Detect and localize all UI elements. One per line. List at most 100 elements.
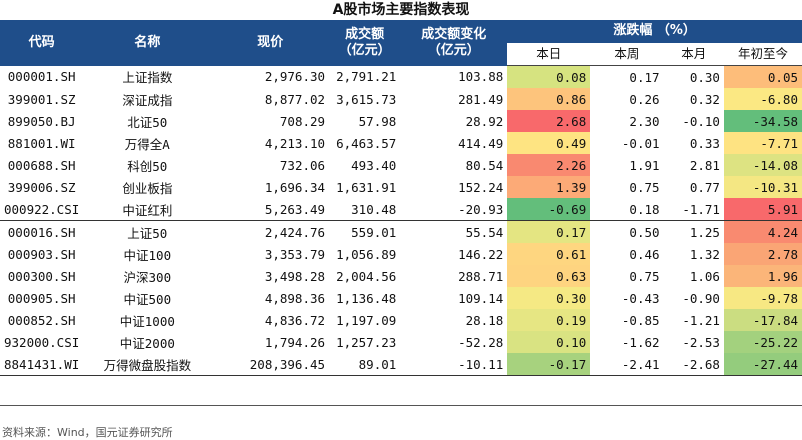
- table-row: 000016.SH 上证50 2,424.76 559.01 55.54 0.17 0.50…: [0, 220, 802, 243]
- source-footnote: 资料来源：Wind，国元证券研究所: [2, 426, 173, 439]
- cell-name: 万得微盘股指数: [83, 353, 212, 376]
- cell-turnover: 1,631.91: [336, 179, 397, 195]
- cell-month: 0.30: [689, 69, 720, 85]
- cell-ytd: 2.78: [723, 243, 802, 265]
- cell-day: 0.17: [507, 220, 591, 243]
- header-turnover: 成交额 （亿元）: [329, 20, 401, 66]
- table-row: 881001.WI 万得全A 4,213.10 6,463.57 414.49 0.49 -…: [0, 132, 802, 154]
- cell-price: 5,263.49: [264, 201, 326, 217]
- cell-name: 上证指数: [122, 70, 173, 86]
- cell-ytd: 1.96: [723, 265, 802, 287]
- header-price: 现价: [211, 20, 330, 66]
- cell-turnover-change: 28.92: [465, 113, 504, 129]
- cell-code: 399001.SZ: [7, 91, 76, 107]
- cell-code: 8841431.WI: [0, 353, 84, 376]
- cell-week: -2.41: [590, 353, 664, 376]
- cell-turnover: 559.01: [329, 220, 401, 243]
- cell-turnover: 2,791.21: [336, 69, 397, 85]
- table-row: 000922.CSI 中证红利 5,263.49 310.48 -20.93 -0.69 0…: [0, 198, 802, 221]
- cell-turnover: 3,615.73: [336, 91, 397, 107]
- cell-price: 8,877.02: [264, 91, 326, 107]
- cell-ytd: -9.78: [723, 287, 802, 309]
- cell-price: 1,794.26: [264, 334, 326, 350]
- table-row: 000001.SH 上证指数 2,976.30 2,791.21 103.88 0.08 0…: [0, 65, 802, 88]
- cell-day: 0.86: [507, 88, 591, 110]
- cell-turnover-change: -10.11: [400, 353, 508, 376]
- cell-day: 1.39: [507, 176, 591, 198]
- cell-price: 732.06: [279, 157, 326, 173]
- cell-turnover: 1,197.09: [336, 312, 397, 328]
- cell-name: 中证500: [123, 291, 172, 307]
- header-ytd: 年初至今: [723, 42, 802, 66]
- cell-week: 0.75: [629, 268, 660, 284]
- cell-month: -2.53: [682, 334, 720, 350]
- header-week: 本周: [590, 42, 664, 66]
- cell-name: 万得全A: [124, 136, 170, 152]
- cell-ytd: -7.71: [723, 132, 802, 154]
- header-day: 本日: [507, 42, 591, 66]
- cell-week: -0.85: [621, 312, 660, 328]
- cell-ytd: 5.91: [723, 198, 802, 221]
- cell-month: 0.33: [689, 135, 720, 151]
- cell-turnover-change: 414.49: [458, 135, 504, 151]
- cell-code: 000016.SH: [0, 220, 84, 243]
- table-row: 000300.SH 沪深300 3,498.28 2,004.56 288.71 0.63…: [0, 265, 802, 287]
- cell-month: -0.90: [682, 290, 720, 306]
- cell-week: -1.62: [621, 334, 660, 350]
- cell-turnover-change: -20.93: [458, 201, 504, 217]
- cell-turnover-change: 281.49: [458, 91, 504, 107]
- cell-name: 中证2000: [119, 335, 175, 351]
- cell-code: 000905.SH: [7, 290, 76, 306]
- cell-name: 中证红利: [122, 202, 173, 218]
- cell-week: 0.46: [629, 246, 660, 262]
- table-row: 932000.CSI 中证2000 1,794.26 1,257.23 -52.28 0.…: [0, 331, 802, 353]
- table-row: 000903.SH 中证100 3,353.79 1,056.89 146.22 0.61…: [0, 243, 802, 265]
- table-row: 000688.SH 科创50 732.06 493.40 80.54 2.26 1.91 2.…: [0, 154, 802, 176]
- cell-day: 2.68: [507, 110, 591, 132]
- cell-name: 深证成指: [122, 92, 173, 108]
- cell-turnover-change: 103.88: [458, 69, 504, 85]
- cell-month: -1.71: [682, 201, 720, 217]
- cell-day: -0.17: [507, 353, 591, 376]
- bottom-rule: [0, 405, 802, 406]
- cell-week: 1.91: [629, 157, 660, 173]
- cell-code: 000001.SH: [7, 69, 76, 85]
- cell-day: 0.49: [507, 132, 591, 154]
- header-month: 本月: [663, 42, 724, 66]
- cell-turnover-change: 28.18: [465, 312, 504, 328]
- cell-turnover-change: 146.22: [458, 246, 504, 262]
- cell-turnover: 57.98: [358, 113, 397, 129]
- cell-name: 上证50: [83, 220, 212, 243]
- cell-ytd: 4.24: [723, 220, 802, 243]
- cell-turnover-change: 288.71: [458, 268, 504, 284]
- cell-price: 4,898.36: [264, 290, 326, 306]
- cell-week: 0.26: [629, 91, 660, 107]
- cell-ytd: -10.31: [723, 176, 802, 198]
- header-name: 名称: [83, 20, 212, 66]
- cell-month: 2.81: [689, 157, 720, 173]
- cell-ytd: -14.08: [723, 154, 802, 176]
- cell-ytd: -17.84: [723, 309, 802, 331]
- cell-ytd: -27.44: [723, 353, 802, 376]
- cell-month: -0.10: [682, 113, 720, 129]
- cell-price: 3,498.28: [264, 268, 326, 284]
- cell-turnover: 493.40: [351, 157, 397, 173]
- table-row: 000852.SH 中证1000 4,836.72 1,197.09 28.18 0.19…: [0, 309, 802, 331]
- cell-turnover: 310.48: [351, 201, 397, 217]
- cell-day: 0.30: [507, 287, 591, 309]
- cell-turnover-change: 152.24: [458, 179, 504, 195]
- table-row: 899050.BJ 北证50 708.29 57.98 28.92 2.68 2.30 -0.…: [0, 110, 802, 132]
- cell-month: 1.32: [689, 246, 720, 262]
- cell-ytd: -25.22: [723, 331, 802, 353]
- cell-code: 932000.CSI: [4, 334, 80, 350]
- cell-ytd: -34.58: [723, 110, 802, 132]
- cell-code: 000300.SH: [7, 268, 76, 284]
- table-row: 8841431.WI 万得微盘股指数 208,396.45 89.01 -10.11 -0…: [0, 353, 802, 376]
- cell-day: 2.26: [507, 154, 591, 176]
- cell-price: 2,424.76: [211, 220, 330, 243]
- cell-code: 881001.WI: [7, 135, 76, 151]
- index-performance-table: 代码 名称 现价 成交额 （亿元） 成交额变化 （亿元） 涨跌幅 （%） 本日 …: [0, 20, 802, 376]
- table-row: 399006.SZ 创业板指 1,696.34 1,631.91 152.24 1.39 0…: [0, 176, 802, 198]
- cell-turnover: 1,257.23: [336, 334, 397, 350]
- cell-month: 0.32: [689, 91, 720, 107]
